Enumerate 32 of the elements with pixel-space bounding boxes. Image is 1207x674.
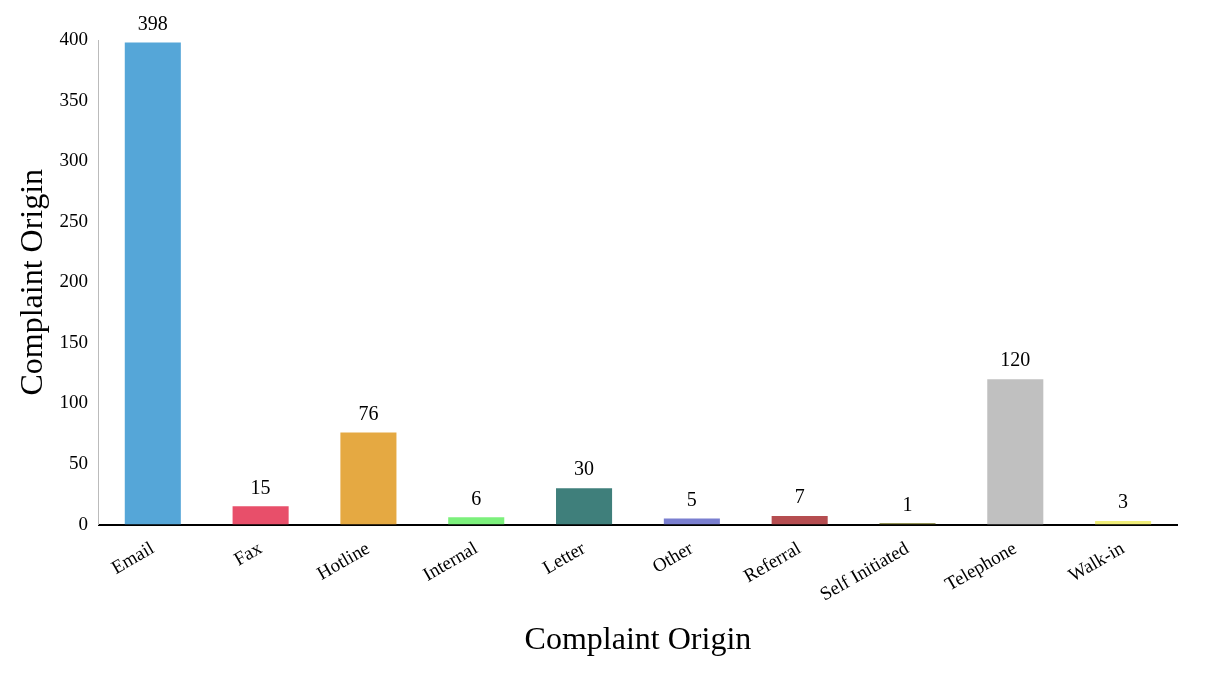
y-tick-label: 50 (68, 451, 88, 473)
data-label: 30 (574, 457, 595, 480)
data-label: 76 (358, 401, 379, 424)
bar (232, 506, 289, 525)
data-label: 5 (686, 487, 697, 510)
y-tick-label: 300 (59, 149, 88, 171)
y-tick-label: 0 (78, 512, 88, 534)
x-tick-label: Letter (538, 536, 590, 578)
data-label: 1 (902, 492, 913, 515)
y-tick-label: 400 (59, 27, 88, 49)
y-tick-label: 100 (59, 391, 88, 413)
bar (987, 379, 1044, 525)
bar (663, 518, 720, 525)
data-label: 15 (250, 475, 271, 498)
y-tick-label: 250 (59, 209, 88, 231)
bar (340, 432, 397, 525)
x-tick-label: Fax (229, 536, 266, 570)
bar (124, 42, 181, 525)
data-label: 6 (471, 486, 482, 509)
y-tick-label: 200 (59, 270, 88, 292)
y-tick-label: 150 (59, 330, 88, 352)
x-axis-title: Complaint Origin (524, 620, 752, 657)
bar (556, 488, 613, 525)
x-tick-label: Other (648, 536, 697, 577)
y-tick-label: 350 (59, 88, 88, 110)
data-label: 120 (1000, 348, 1031, 371)
data-label: 3 (1118, 490, 1129, 513)
y-axis-title: Complaint Origin (12, 168, 49, 396)
bar (771, 516, 828, 525)
data-label: 398 (137, 11, 168, 34)
data-label: 7 (794, 485, 805, 508)
bar (448, 517, 505, 525)
